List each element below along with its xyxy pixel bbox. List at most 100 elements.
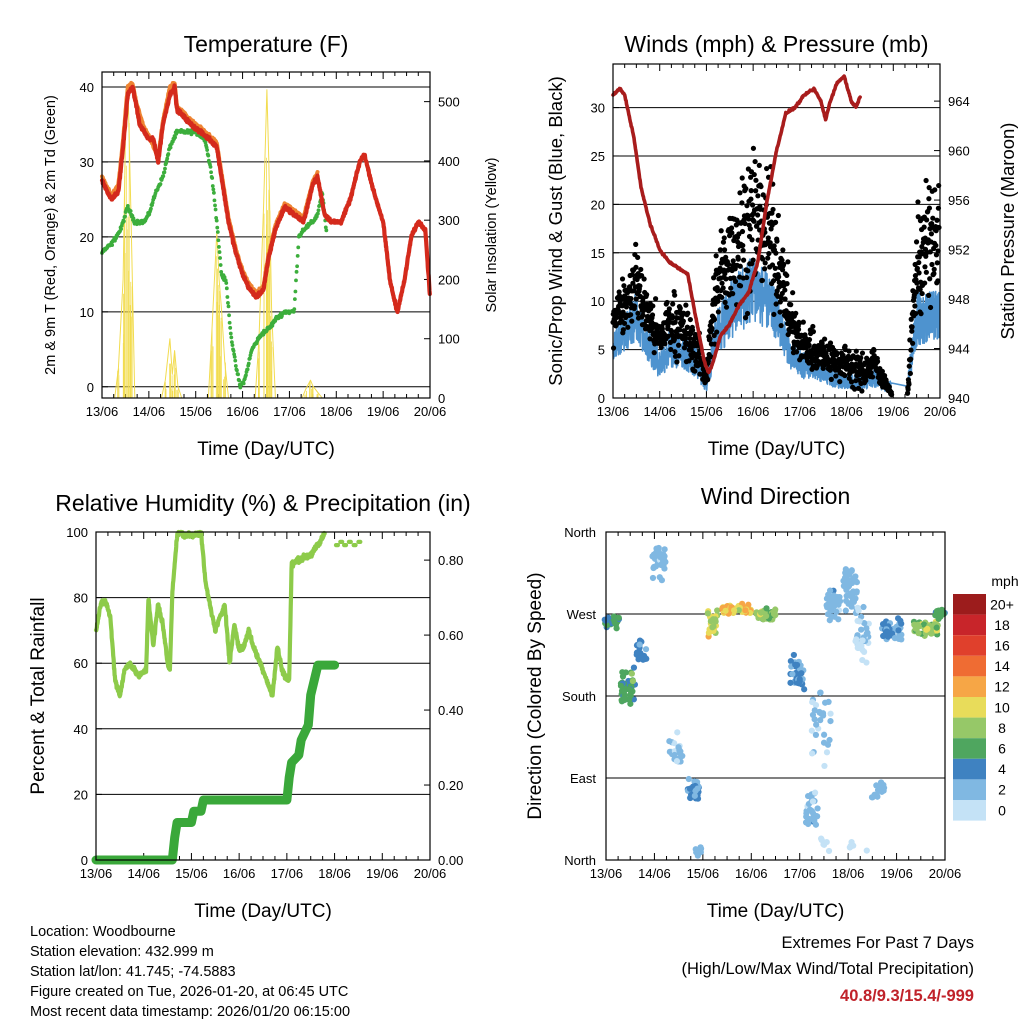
direction-point	[763, 605, 770, 612]
y-axis-ticks: 0 10 20 30 40	[80, 80, 108, 395]
direction-point	[865, 620, 872, 627]
x-tick-label: 17/06	[271, 866, 304, 881]
gust-point	[765, 235, 771, 241]
direction-point	[850, 842, 857, 849]
gust-point	[728, 225, 735, 231]
dewpoint-point	[226, 304, 231, 309]
gust-point	[668, 346, 674, 353]
direction-point	[895, 627, 902, 634]
gust-point	[782, 296, 788, 302]
direction-point	[673, 758, 681, 765]
dewpoint-point	[295, 254, 300, 258]
dewpoint-point	[225, 295, 230, 299]
gust-point	[627, 284, 633, 290]
dewpoint-point	[292, 297, 297, 302]
x-axis-ticks: 13/06 14/06 15/06 16/06 17/06 18/06 19/06 20/06	[80, 532, 446, 881]
gust-point	[620, 327, 626, 333]
y-tick-label-right: 956	[948, 193, 970, 208]
x-tick-label: 13/06	[597, 404, 630, 419]
gust-point	[666, 306, 672, 312]
y-axis-label: Percent & Total Rainfall	[28, 597, 49, 794]
gust-point	[730, 291, 736, 297]
direction-point	[855, 641, 862, 648]
chart-title: Relative Humidity (%) & Precipitation (i…	[55, 490, 470, 516]
colorbar-label: 6	[998, 741, 1006, 757]
direction-point	[852, 573, 859, 580]
precipitation-line	[91, 660, 340, 865]
colorbar-label: 10	[994, 699, 1010, 715]
dewpoint-point	[324, 228, 329, 233]
y-tick-label: 30	[591, 101, 605, 116]
dewpoint-point	[215, 230, 220, 234]
gust-point	[913, 239, 920, 245]
gust-point	[633, 264, 639, 270]
direction-point	[814, 805, 821, 812]
x-tick-label: 15/06	[175, 866, 208, 881]
direction-point	[812, 731, 820, 738]
gust-point	[742, 315, 749, 321]
direction-point	[636, 641, 643, 648]
dewpoint-point	[216, 238, 221, 243]
plot-area	[613, 64, 940, 398]
gust-point	[905, 386, 911, 392]
gust-point	[638, 266, 644, 273]
x-tick-label: 18/06	[320, 404, 353, 419]
direction-point	[817, 689, 824, 696]
dewpoint-point	[211, 187, 216, 192]
gust-point	[782, 287, 788, 293]
gust-point	[931, 266, 937, 272]
gust-point	[914, 280, 920, 286]
gust-point	[765, 255, 771, 261]
gust-point	[760, 256, 766, 262]
gust-point	[730, 258, 736, 264]
gust-point	[685, 310, 691, 316]
direction-point	[805, 815, 812, 822]
gust-point	[637, 283, 643, 289]
gust-point	[748, 196, 754, 202]
dewpoint-point	[213, 207, 218, 212]
gust-point	[916, 259, 922, 266]
colorbar-label: 0	[998, 802, 1006, 818]
dewpoint-point	[218, 256, 222, 260]
direction-point	[885, 633, 892, 640]
colorbar-swatch	[953, 758, 986, 780]
gust-point	[725, 261, 732, 267]
gust-point	[750, 145, 757, 151]
gust-point	[934, 260, 940, 266]
y-axis-ticks: 0 20 40 60 80 100	[66, 525, 102, 868]
dewpoint-point	[217, 245, 221, 249]
direction-point	[671, 740, 678, 747]
gust-point	[623, 304, 630, 310]
gust-point	[677, 327, 683, 333]
dewpoint-point	[128, 209, 133, 213]
gust-point	[713, 253, 719, 259]
direction-point	[615, 614, 622, 621]
colorbar-swatch	[953, 800, 986, 821]
colorbar-label: 14	[994, 658, 1010, 674]
direction-point	[714, 607, 721, 614]
x-tick-label: 14/06	[127, 866, 160, 881]
dewpoint-point	[270, 323, 275, 328]
gust-point	[753, 188, 759, 194]
gust-point	[653, 296, 659, 302]
gust-point	[672, 319, 678, 325]
gust-point	[681, 345, 688, 351]
gust-point	[810, 323, 816, 330]
dewpoint-point	[227, 320, 232, 325]
gust-point	[881, 372, 888, 379]
direction-point	[617, 682, 625, 689]
gust-point	[631, 303, 638, 309]
y-tick-label-right: 952	[948, 243, 970, 258]
x-tick-label: 16/06	[226, 404, 259, 419]
gust-point	[863, 377, 869, 384]
colorbar-swatch	[953, 717, 986, 739]
direction-label: North	[564, 525, 596, 540]
gust-point	[715, 309, 721, 315]
gust-point	[748, 174, 754, 180]
colorbar-swatch	[953, 738, 986, 759]
direction-point	[770, 610, 778, 618]
gust-point	[723, 276, 729, 282]
gust-point	[756, 162, 762, 168]
colorbar-label: 2	[998, 782, 1006, 798]
gust-point	[614, 314, 620, 320]
